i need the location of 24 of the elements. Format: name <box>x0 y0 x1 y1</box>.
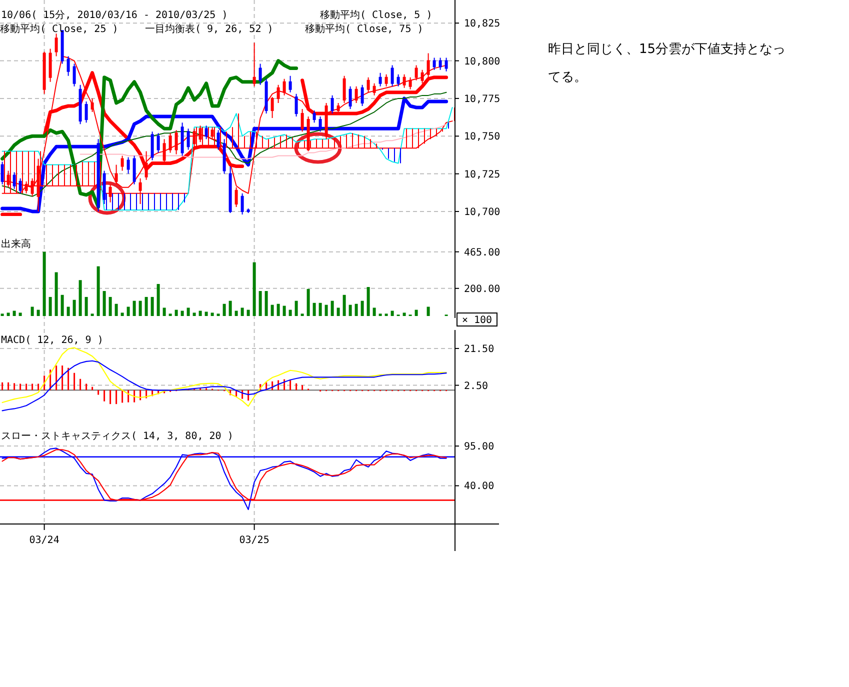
y-tick-label: 10,825 <box>464 18 500 30</box>
x-tick-label: 03/25 <box>239 535 270 546</box>
chart-title: スロー・ストキャスティクス( 14, 3, 80, 20 ) <box>1 431 234 442</box>
annotation: 一目均衡表( 9, 26, 52 ) <box>145 23 274 35</box>
text: × 100 <box>462 315 492 326</box>
text: 10/06( 15分, 2010/03/16 - 2010/03/25 ) <box>1 9 228 21</box>
y-tick-label: 10,725 <box>464 169 500 180</box>
text: 昨日と同じく、15分雲が下値支持となってる。 <box>548 41 787 87</box>
y-tick-label: 21.50 <box>464 344 494 355</box>
y-tick-label: 10,750 <box>464 132 500 143</box>
y-tick-label: 10,700 <box>464 206 500 218</box>
text: 出来高 <box>1 238 31 250</box>
chart-title: MACD( 12, 26, 9 ) <box>1 335 104 346</box>
y-tick-label: 200.00 <box>464 284 500 295</box>
y-tick-label: 465.00 <box>464 247 500 258</box>
y-tick-label: 95.00 <box>464 442 494 453</box>
y-tick-label: 40.00 <box>464 481 494 492</box>
y-tick-label: 10,775 <box>464 94 500 105</box>
annotation: 移動平均( Close, 5 ) <box>320 9 432 21</box>
x-tick-label: 03/24 <box>29 535 60 546</box>
y-tick-label: 10,800 <box>464 56 500 68</box>
y-tick-label: 2.50 <box>464 380 488 392</box>
annotation: 移動平均( Close, 75 ) <box>305 23 424 35</box>
annotation: 移動平均( Close, 25 ) <box>0 23 118 35</box>
